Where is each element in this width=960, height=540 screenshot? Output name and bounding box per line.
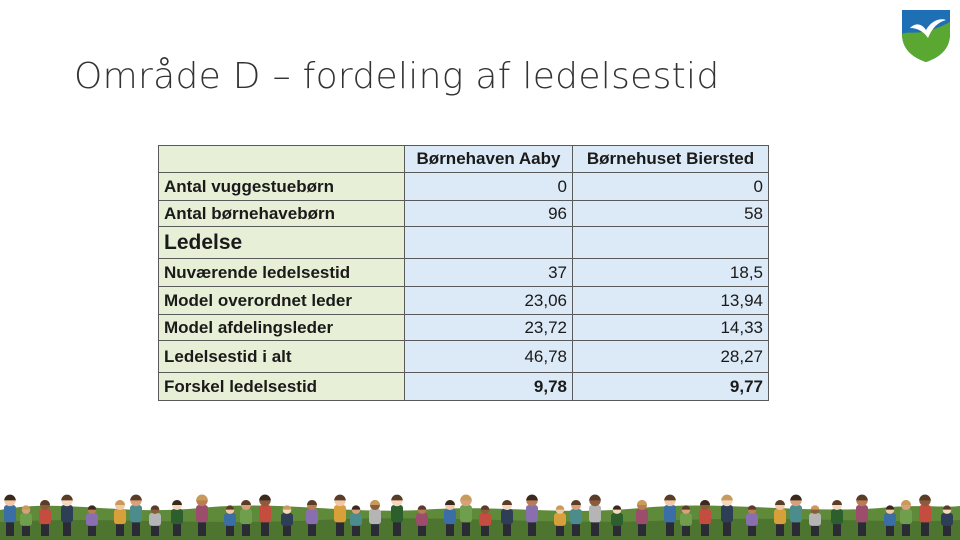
header-corner-cell [158, 145, 405, 173]
value-cell: 23,06 [404, 286, 573, 315]
child-figure [699, 500, 711, 536]
child-figure [680, 505, 692, 536]
value-cell [572, 226, 769, 259]
child-figure [526, 494, 538, 536]
value-cell: 37 [404, 258, 573, 287]
child-figure [919, 494, 931, 536]
child-figure [240, 500, 252, 536]
row-label: Ledelsestid i alt [158, 340, 405, 373]
child-figure [460, 494, 472, 536]
child-figure [369, 500, 381, 536]
value-cell: 13,94 [572, 286, 769, 315]
child-figure [224, 505, 236, 536]
row-label: Nuværende ledelsestid [158, 258, 405, 287]
leadership-table: Børnehaven Aaby Børnehuset Biersted Anta… [158, 145, 769, 401]
value-cell: 0 [572, 172, 769, 201]
child-figure [149, 505, 161, 536]
child-figure [809, 505, 821, 536]
row-label: Model overordnet leder [158, 286, 405, 315]
table-row: Nuværende ledelsestid 37 18,5 [158, 258, 769, 287]
value-cell: 9,77 [572, 372, 769, 401]
child-figure [721, 494, 733, 536]
value-cell: 58 [572, 200, 769, 227]
child-figure [856, 494, 868, 536]
row-label: Forskel ledelsestid [158, 372, 405, 401]
child-figure [4, 494, 16, 536]
value-cell: 0 [404, 172, 573, 201]
child-figure [479, 505, 491, 536]
child-figure [746, 505, 758, 536]
child-figure [554, 505, 566, 536]
child-figure [831, 500, 843, 536]
child-figure [350, 505, 362, 536]
child-figure [790, 494, 802, 536]
child-figure [171, 500, 183, 536]
table-header-row: Børnehaven Aaby Børnehuset Biersted [158, 145, 769, 173]
table-row: Antal vuggestuebørn 0 0 [158, 172, 769, 201]
table-row: Ledelse [158, 226, 769, 259]
child-figure [196, 494, 208, 536]
child-figure [664, 494, 676, 536]
value-cell: 14,33 [572, 314, 769, 341]
child-figure [281, 505, 293, 536]
value-cell: 9,78 [404, 372, 573, 401]
child-figure [611, 505, 623, 536]
row-label: Model afdelingsleder [158, 314, 405, 341]
child-figure [636, 500, 648, 536]
row-label: Antal vuggestuebørn [158, 172, 405, 201]
seagull-shield-icon [902, 10, 950, 62]
table-row: Forskel ledelsestid 9,78 9,77 [158, 372, 769, 401]
value-cell: 28,27 [572, 340, 769, 373]
child-figure [941, 505, 953, 536]
child-figure [589, 494, 601, 536]
table-row: Model overordnet leder 23,06 13,94 [158, 286, 769, 315]
child-figure [774, 500, 786, 536]
slide-title: Område D – fordeling af ledelsestid [74, 56, 720, 97]
value-cell: 23,72 [404, 314, 573, 341]
table-row: Model afdelingsleder 23,72 14,33 [158, 314, 769, 341]
child-figure [884, 505, 896, 536]
row-label: Antal børnehavebørn [158, 200, 405, 227]
value-cell [404, 226, 573, 259]
child-figure [391, 494, 403, 536]
section-label: Ledelse [158, 226, 405, 259]
child-figure [416, 505, 428, 536]
children-row-illustration [0, 494, 960, 540]
child-figure [334, 494, 346, 536]
value-cell: 46,78 [404, 340, 573, 373]
child-figure [501, 500, 513, 536]
child-figure [306, 500, 318, 536]
child-figure [61, 494, 73, 536]
child-figure [39, 500, 51, 536]
value-cell: 18,5 [572, 258, 769, 287]
child-figure [570, 500, 582, 536]
child-figure [86, 505, 98, 536]
child-figure [900, 500, 912, 536]
child-figure [259, 494, 271, 536]
table-row: Ledelsestid i alt 46,78 28,27 [158, 340, 769, 373]
child-figure [20, 505, 32, 536]
column-header: Børnehaven Aaby [404, 145, 573, 173]
table-row: Antal børnehavebørn 96 58 [158, 200, 769, 227]
column-header: Børnehuset Biersted [572, 145, 769, 173]
child-figure [130, 494, 142, 536]
value-cell: 96 [404, 200, 573, 227]
child-figure [114, 500, 126, 536]
child-figure [444, 500, 456, 536]
